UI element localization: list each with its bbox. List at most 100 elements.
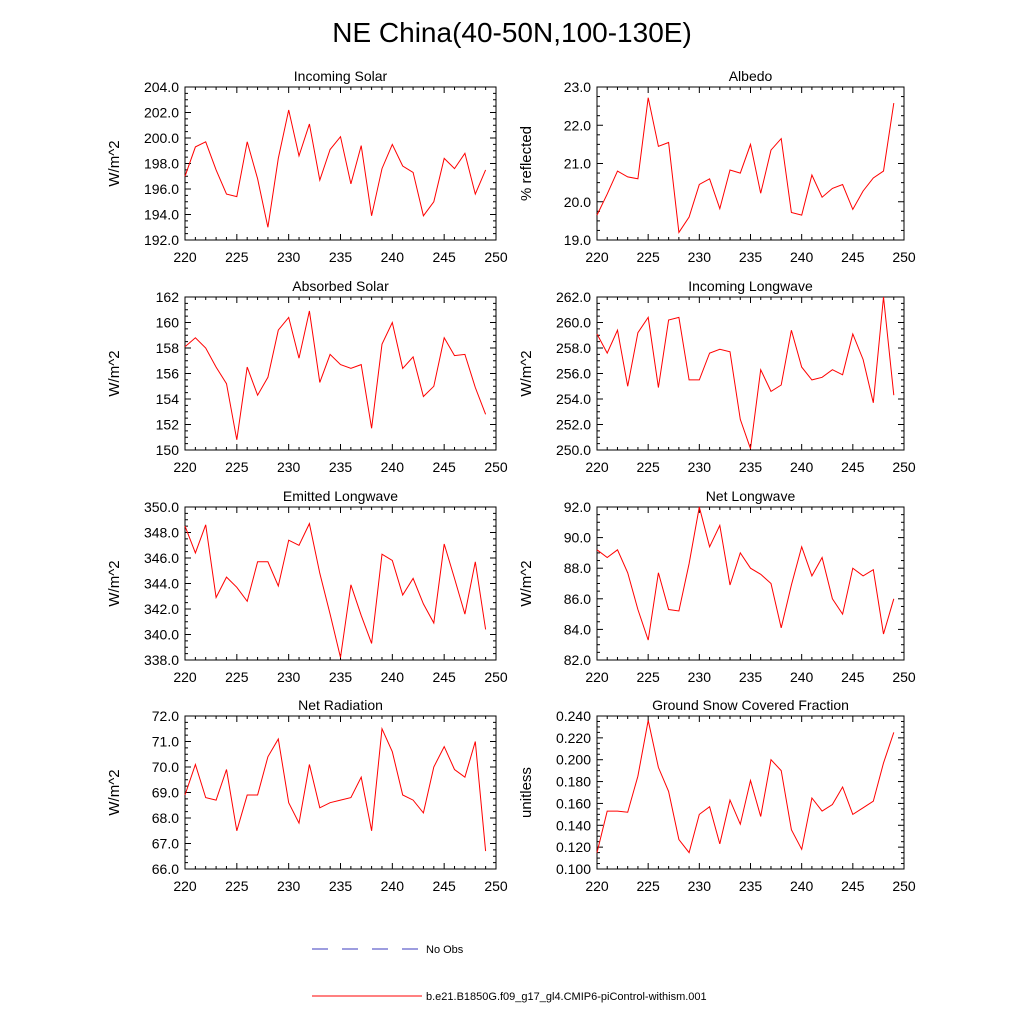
x-tick-label: 245 xyxy=(841,669,865,685)
x-tick-label: 245 xyxy=(841,249,865,265)
panel-title: Incoming Solar xyxy=(294,68,388,84)
y-tick-label: 156 xyxy=(156,366,180,382)
x-tick-label: 250 xyxy=(892,459,916,475)
y-tick-label: 82.0 xyxy=(564,652,591,668)
x-tick-label: 250 xyxy=(892,249,916,265)
y-tick-label: 0.140 xyxy=(556,817,591,833)
x-tick-label: 250 xyxy=(484,249,508,265)
y-tick-label: 346.0 xyxy=(144,550,179,566)
series-line xyxy=(184,310,487,440)
y-tick-label: 160 xyxy=(156,315,180,331)
y-tick-label: 0.200 xyxy=(556,752,591,768)
x-tick-label: 250 xyxy=(484,878,508,894)
x-tick-label: 235 xyxy=(329,878,353,894)
series-line xyxy=(596,720,895,854)
plot-frame xyxy=(184,506,497,661)
panel-title: Ground Snow Covered Fraction xyxy=(652,697,849,713)
x-tick-label: 245 xyxy=(841,459,865,475)
x-tick-label: 250 xyxy=(892,878,916,894)
x-tick-label: 220 xyxy=(173,249,197,265)
series-line xyxy=(596,506,895,641)
y-axis-label: W/m^2 xyxy=(106,560,123,606)
panels: 220 225 230 235 240 245 250 192.0 194.0 196.0 198.… xyxy=(106,68,916,894)
y-tick-label: 68.0 xyxy=(152,810,179,826)
x-tick-label: 250 xyxy=(484,669,508,685)
x-tick-label: 225 xyxy=(225,878,249,894)
y-tick-label: 340.0 xyxy=(144,627,179,643)
plot-frame xyxy=(184,296,497,451)
x-tick-label: 220 xyxy=(173,669,197,685)
x-tick-label: 235 xyxy=(739,459,763,475)
panel-7: 220 225 230 235 240 245 250 66.0 67.0 68.0 69.0 70.… xyxy=(106,697,508,894)
x-tick-label: 245 xyxy=(432,459,456,475)
y-tick-label: 350.0 xyxy=(144,499,179,515)
plot-frame xyxy=(596,506,905,661)
y-tick-label: 22.0 xyxy=(564,117,591,133)
x-tick-label: 225 xyxy=(636,669,660,685)
legend: No Obs b.e21.B1850G.f09_g17_gl4.CMIP6-pi… xyxy=(312,944,707,1003)
y-tick-label: 338.0 xyxy=(144,652,179,668)
y-tick-label: 258.0 xyxy=(556,340,591,356)
y-tick-label: 250.0 xyxy=(556,442,591,458)
y-tick-label: 262.0 xyxy=(556,289,591,305)
series-line xyxy=(184,726,487,852)
y-tick-label: 252.0 xyxy=(556,417,591,433)
x-tick-label: 235 xyxy=(739,878,763,894)
x-tick-label: 220 xyxy=(173,878,197,894)
y-tick-label: 92.0 xyxy=(564,499,591,515)
y-tick-label: 348.0 xyxy=(144,525,179,541)
x-tick-label: 225 xyxy=(225,459,249,475)
x-tick-label: 245 xyxy=(841,878,865,894)
x-tick-label: 230 xyxy=(277,669,301,685)
y-tick-label: 194.0 xyxy=(144,207,179,223)
x-tick-label: 230 xyxy=(688,459,712,475)
panel-2: 220 225 230 235 240 245 250 19.0 20.0 21.0 22.0 23.… xyxy=(518,68,916,265)
y-tick-label: 19.0 xyxy=(564,232,591,248)
plot-frame xyxy=(596,715,905,870)
x-tick-label: 250 xyxy=(892,669,916,685)
x-tick-label: 240 xyxy=(790,249,814,265)
x-tick-label: 220 xyxy=(585,669,609,685)
y-tick-label: 20.0 xyxy=(564,194,591,210)
x-tick-label: 250 xyxy=(484,459,508,475)
y-tick-label: 70.0 xyxy=(152,759,179,775)
x-tick-label: 220 xyxy=(585,249,609,265)
panel-5: 220 225 230 235 240 245 250 338.0 340.0 342.0 344.… xyxy=(106,488,508,685)
series-line xyxy=(596,97,895,234)
y-tick-label: 154 xyxy=(156,391,180,407)
panel-title: Emitted Longwave xyxy=(283,488,398,504)
x-tick-label: 235 xyxy=(329,669,353,685)
y-axis-label: W/m^2 xyxy=(518,350,535,396)
plot-frame xyxy=(596,86,905,241)
x-tick-label: 235 xyxy=(739,249,763,265)
panel-8: 220 225 230 235 240 245 250 0.100 0.120 0.140 0.16… xyxy=(518,697,916,894)
y-axis-label: % reflected xyxy=(518,126,535,201)
plot-frame xyxy=(184,715,497,870)
x-tick-label: 245 xyxy=(432,249,456,265)
x-tick-label: 240 xyxy=(381,878,405,894)
y-tick-label: 0.100 xyxy=(556,861,591,877)
x-tick-label: 230 xyxy=(277,459,301,475)
panel-1: 220 225 230 235 240 245 250 192.0 194.0 196.0 198.… xyxy=(106,68,508,265)
y-tick-label: 0.120 xyxy=(556,839,591,855)
x-tick-label: 245 xyxy=(432,878,456,894)
y-tick-label: 162 xyxy=(156,289,180,305)
y-tick-label: 260.0 xyxy=(556,315,591,331)
y-tick-label: 158 xyxy=(156,340,180,356)
y-tick-label: 90.0 xyxy=(564,530,591,546)
y-tick-label: 196.0 xyxy=(144,181,179,197)
y-tick-label: 0.240 xyxy=(556,708,591,724)
x-tick-label: 225 xyxy=(225,249,249,265)
y-tick-label: 152 xyxy=(156,417,180,433)
x-tick-label: 225 xyxy=(225,669,249,685)
legend-no-obs-label: No Obs xyxy=(426,944,464,956)
y-tick-label: 254.0 xyxy=(556,391,591,407)
y-tick-label: 72.0 xyxy=(152,708,179,724)
y-axis-label: W/m^2 xyxy=(106,350,123,396)
figure-title: NE China(40-50N,100-130E) xyxy=(332,17,692,48)
x-tick-label: 225 xyxy=(636,249,660,265)
y-tick-label: 344.0 xyxy=(144,576,179,592)
y-tick-label: 88.0 xyxy=(564,560,591,576)
x-tick-label: 230 xyxy=(277,249,301,265)
